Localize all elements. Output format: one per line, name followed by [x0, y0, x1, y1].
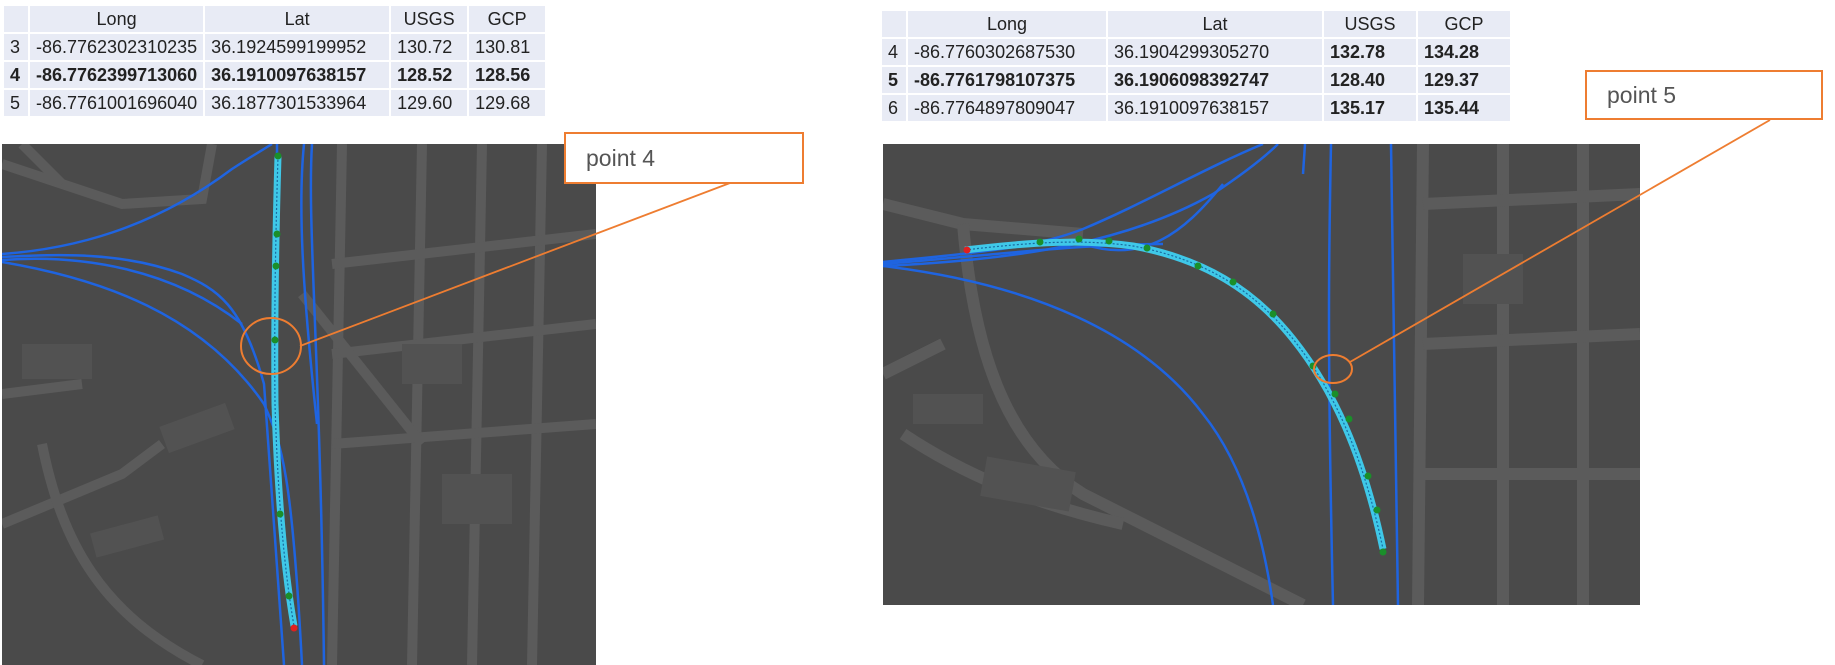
- callout-point-4: point 4: [564, 132, 804, 184]
- cell-long: -86.7762302310235: [30, 34, 204, 60]
- row-index: 3: [4, 34, 28, 60]
- row-index: 4: [4, 62, 28, 88]
- cell-usgs: 128.40: [1324, 67, 1416, 93]
- cell-long: -86.7762399713060: [30, 62, 204, 88]
- building-blocks: [22, 344, 512, 558]
- cell-gcp: 129.68: [469, 90, 546, 116]
- table-row: 5 -86.7761798107375 36.1906098392747 128…: [882, 67, 1510, 93]
- table-header-row: Long Lat USGS GCP: [4, 6, 546, 32]
- cell-lat: 36.1924599199952: [205, 34, 390, 60]
- cell-usgs: 135.17: [1324, 95, 1416, 121]
- right-data-table: Long Lat USGS GCP 4 -86.7760302687530 36…: [880, 9, 1512, 123]
- cell-lat: 36.1906098392747: [1108, 67, 1322, 93]
- header-lat: Lat: [205, 6, 390, 32]
- cell-lat: 36.1877301533964: [205, 90, 390, 116]
- cell-gcp: 129.37: [1418, 67, 1510, 93]
- vertex-markers: [271, 152, 293, 600]
- row-index: 5: [882, 67, 906, 93]
- callout-point-5: point 5: [1585, 70, 1823, 120]
- left-data-table: Long Lat USGS GCP 3 -86.7762302310235 36…: [2, 4, 547, 118]
- cell-long: -86.7764897809047: [908, 95, 1106, 121]
- header-index: [4, 6, 28, 32]
- table-row: 4 -86.7760302687530 36.1904299305270 132…: [882, 39, 1510, 65]
- row-index: 5: [4, 90, 28, 116]
- endpoint-marker: [963, 246, 971, 254]
- cell-long: -86.7760302687530: [908, 39, 1106, 65]
- header-lat: Lat: [1108, 11, 1322, 37]
- callout-label: point 4: [586, 144, 656, 171]
- cell-usgs: 129.60: [391, 90, 468, 116]
- table-row: 6 -86.7764897809047 36.1910097638157 135…: [882, 95, 1510, 121]
- cell-usgs: 130.72: [391, 34, 468, 60]
- cell-gcp: 135.44: [1418, 95, 1510, 121]
- row-index: 4: [882, 39, 906, 65]
- cell-gcp: 128.56: [469, 62, 546, 88]
- highlighted-segment: [964, 238, 1387, 550]
- header-long: Long: [30, 6, 204, 32]
- cell-gcp: 134.28: [1418, 39, 1510, 65]
- table-row: 5 -86.7761001696040 36.1877301533964 129…: [4, 90, 546, 116]
- endpoint-marker: [290, 624, 298, 632]
- callout-label: point 5: [1607, 81, 1677, 108]
- cell-long: -86.7761798107375: [908, 67, 1106, 93]
- vertex-markers: [1036, 235, 1387, 556]
- route-lines: [883, 144, 1400, 605]
- cell-lat: 36.1910097638157: [1108, 95, 1322, 121]
- highlighted-segment-core: [274, 155, 295, 627]
- table-row: 4 -86.7762399713060 36.1910097638157 128…: [4, 62, 546, 88]
- map-background: [2, 144, 596, 665]
- cell-usgs: 132.78: [1324, 39, 1416, 65]
- cell-gcp: 130.81: [469, 34, 546, 60]
- header-index: [882, 11, 906, 37]
- header-gcp: GCP: [469, 6, 546, 32]
- cell-lat: 36.1904299305270: [1108, 39, 1322, 65]
- table-row: 3 -86.7762302310235 36.1924599199952 130…: [4, 34, 546, 60]
- point-highlight-circle: [1313, 354, 1353, 384]
- cell-long: -86.7761001696040: [30, 90, 204, 116]
- header-gcp: GCP: [1418, 11, 1510, 37]
- cell-usgs: 128.52: [391, 62, 468, 88]
- cell-lat: 36.1910097638157: [205, 62, 390, 88]
- row-index: 6: [882, 95, 906, 121]
- header-usgs: USGS: [1324, 11, 1416, 37]
- header-usgs: USGS: [391, 6, 468, 32]
- table-header-row: Long Lat USGS GCP: [882, 11, 1510, 37]
- left-map-view[interactable]: [2, 144, 596, 665]
- header-long: Long: [908, 11, 1106, 37]
- right-map-view[interactable]: [883, 144, 1640, 605]
